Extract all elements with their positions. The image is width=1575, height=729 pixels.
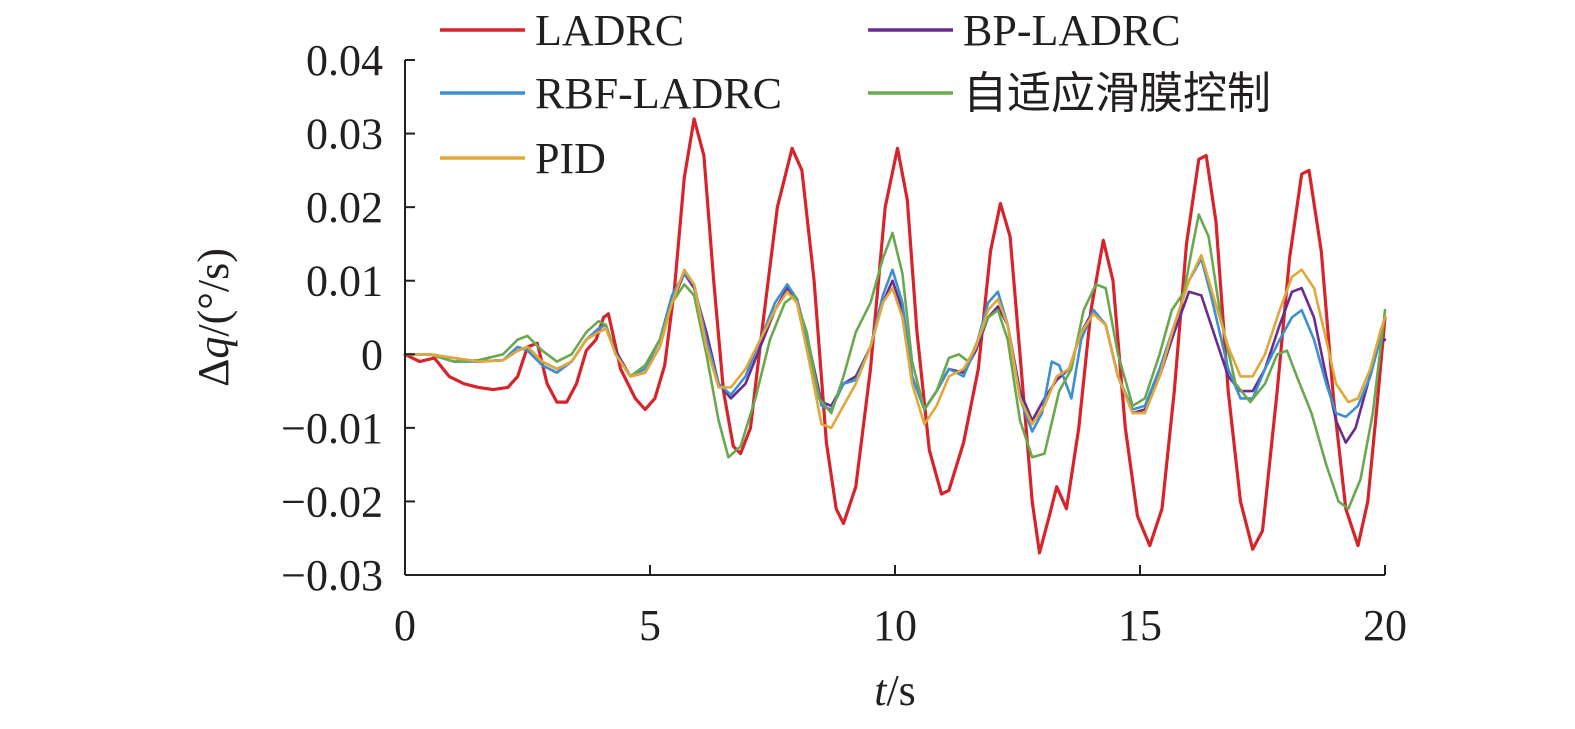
y-tick-label: −0.01	[281, 404, 383, 453]
y-tick-label: 0.01	[306, 257, 383, 306]
x-tick-label: 20	[1363, 601, 1407, 650]
y-axis-title: Δq/(°/s)	[189, 248, 238, 387]
legend-label-5: PID	[535, 134, 606, 183]
y-tick-label: 0.03	[306, 110, 383, 159]
legend-label-4: 自适应滑膜控制	[963, 69, 1271, 118]
x-tick-label: 0	[394, 601, 416, 650]
tick-labels: −0.03 −0.02 −0.01 0 0.01 0.02 0.03 0.04 0 5 10 15 20	[281, 36, 1407, 650]
x-axis-title: t/s	[874, 666, 916, 715]
y-tick-label: 0	[361, 330, 383, 379]
y-tick-label: 0.04	[306, 36, 383, 85]
series-line-1	[403, 117, 1387, 555]
axes	[404, 59, 1386, 576]
x-tick-label: 15	[1118, 601, 1162, 650]
y-tick-label: −0.02	[281, 477, 383, 526]
series-line-5	[403, 253, 1387, 430]
legend-label-3: RBF-LADRC	[535, 69, 782, 118]
y-tick-label: −0.03	[281, 551, 383, 600]
x-tick-label: 5	[639, 601, 661, 650]
legend-label-2: BP-LADRC	[963, 6, 1181, 55]
x-tick-label: 10	[873, 601, 917, 650]
series-layer	[403, 117, 1387, 555]
legend: LADRC BP-LADRC RBF-LADRC 自适应滑膜控制 PID	[440, 6, 1271, 183]
y-tick-label: 0.02	[306, 183, 383, 232]
legend-label-1: LADRC	[535, 6, 684, 55]
